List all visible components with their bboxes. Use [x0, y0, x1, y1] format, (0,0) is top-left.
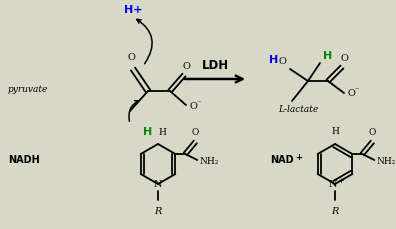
Text: +: +	[337, 176, 345, 184]
Text: O: O	[340, 54, 348, 63]
Text: O: O	[347, 89, 355, 98]
Text: R: R	[331, 206, 339, 215]
Text: ⁻: ⁻	[196, 98, 200, 107]
FancyArrowPatch shape	[137, 20, 152, 64]
Text: H: H	[143, 126, 152, 136]
Text: pyruvate: pyruvate	[8, 85, 48, 94]
Text: NAD: NAD	[270, 154, 293, 164]
Text: H: H	[269, 55, 279, 65]
Text: N: N	[329, 180, 337, 189]
Text: NH₂: NH₂	[376, 156, 396, 165]
Text: O: O	[182, 62, 190, 71]
Text: O: O	[369, 128, 376, 136]
Text: NH₂: NH₂	[199, 156, 219, 165]
Text: R: R	[154, 206, 162, 215]
Text: H: H	[331, 126, 339, 135]
Text: H: H	[323, 51, 332, 61]
Text: O: O	[189, 102, 197, 111]
Text: NADH: NADH	[8, 154, 40, 164]
FancyArrowPatch shape	[129, 101, 139, 122]
Text: LDH: LDH	[202, 59, 228, 72]
Text: ⁻: ⁻	[354, 85, 358, 94]
Text: O: O	[192, 128, 199, 136]
Text: H: H	[158, 128, 166, 136]
Text: L-lactate: L-lactate	[278, 105, 318, 114]
Text: N: N	[154, 180, 162, 189]
Text: H+: H+	[124, 5, 142, 15]
Text: O: O	[278, 57, 286, 66]
Text: O: O	[127, 53, 135, 62]
Text: +: +	[295, 152, 302, 161]
